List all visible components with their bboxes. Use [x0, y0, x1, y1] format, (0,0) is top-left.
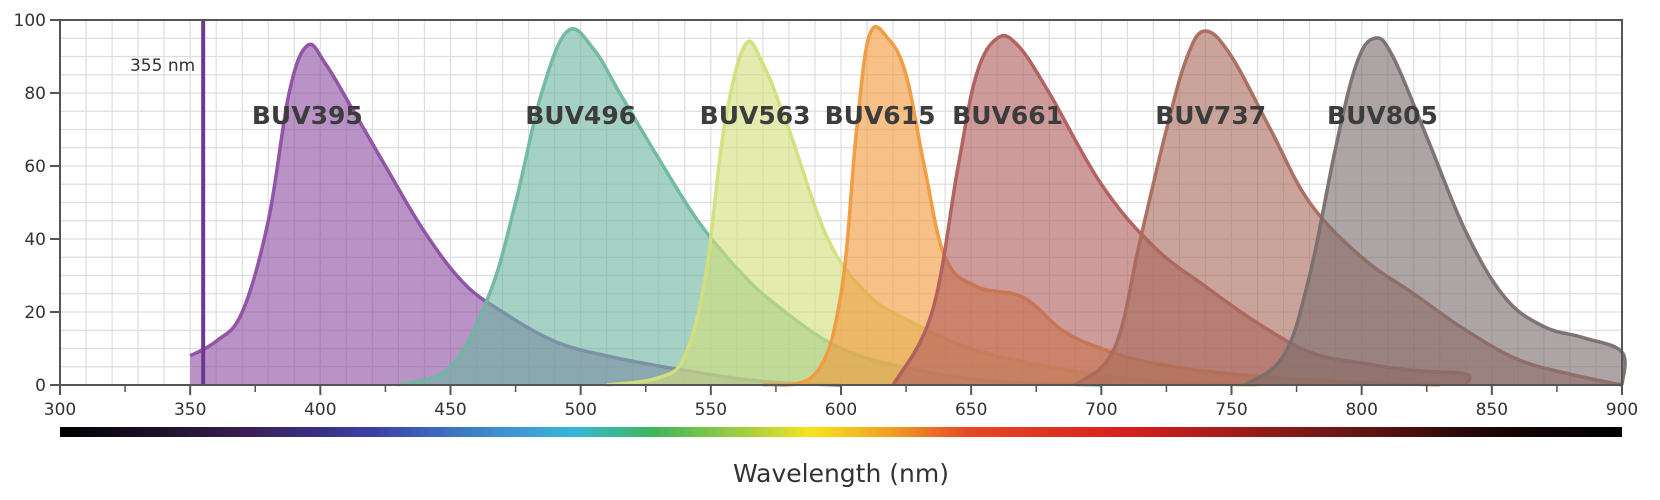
y-tick-label: 80: [24, 84, 46, 104]
series-label-buv661: BUV661: [952, 101, 1063, 130]
series-labels: BUV395 BUV496 BUV563 BUV615 BUV661 BUV737 BUV8…: [252, 101, 1438, 130]
y-tick-label: 40: [24, 230, 46, 250]
y-tick-label: 60: [24, 157, 46, 177]
spectrum-bar: [60, 427, 1622, 437]
x-tick-label: 800: [1345, 400, 1377, 420]
y-tick-label: 100: [14, 11, 46, 31]
series-area-buv805: [1244, 37, 1626, 386]
x-tick-label: 350: [174, 400, 206, 420]
x-tick-label: 550: [695, 400, 727, 420]
series-area-buv615: [762, 26, 1440, 386]
x-tick-label: 900: [1606, 400, 1638, 420]
laser-line-group: 355 nm: [130, 20, 206, 385]
series-area-buv661: [893, 35, 1470, 386]
x-tick-label: 300: [44, 400, 76, 420]
x-tick-label: 750: [1215, 400, 1247, 420]
x-tick-label: 600: [825, 400, 857, 420]
x-axis-title: Wavelength (nm): [733, 459, 949, 488]
x-tick-label: 450: [434, 400, 466, 420]
y-tick-label: 0: [35, 376, 46, 396]
series-area-buv563: [606, 41, 1258, 385]
series-area-buv496: [398, 28, 1102, 385]
series-label-buv615: BUV615: [825, 101, 936, 130]
series-label-buv737: BUV737: [1155, 101, 1266, 130]
series-area-buv737: [1075, 30, 1622, 385]
series-line-buv805: [1243, 36, 1627, 387]
x-tick-label: 500: [564, 400, 596, 420]
series-label-buv563: BUV563: [700, 101, 811, 130]
y-tick-label: 20: [24, 303, 46, 323]
x-tick-label: 850: [1476, 400, 1508, 420]
x-tick-label: 650: [955, 400, 987, 420]
laser-line-label: 355 nm: [130, 56, 195, 76]
x-tick-label: 700: [1085, 400, 1117, 420]
series-areas: [189, 24, 1627, 387]
axes: 300 350 400 450 500 550 600 650 700 750 800 850 900 0…: [14, 11, 1639, 420]
x-tick-label: 400: [304, 400, 336, 420]
series-label-buv496: BUV496: [525, 101, 636, 130]
series-label-buv395: BUV395: [252, 101, 363, 130]
series-label-buv805: BUV805: [1327, 101, 1438, 130]
series-area-buv395: [190, 44, 841, 385]
